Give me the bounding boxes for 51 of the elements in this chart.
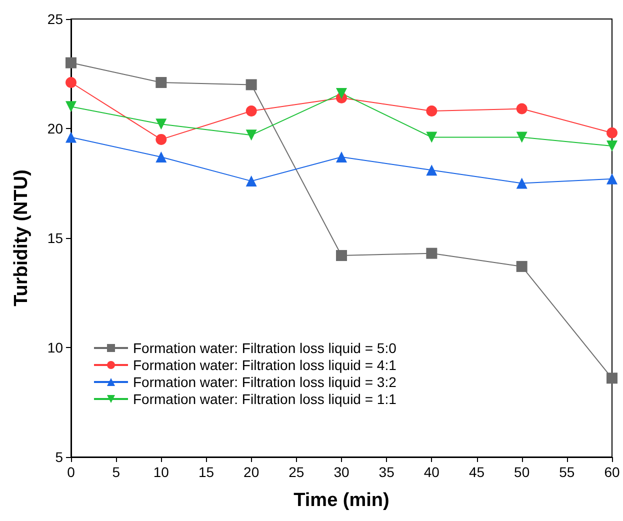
x-tick-label: 0 — [67, 464, 76, 480]
x-tick-label: 50 — [514, 464, 530, 480]
x-tick-label: 45 — [468, 464, 485, 480]
point — [246, 105, 257, 116]
point — [66, 101, 76, 112]
x-tick-label: 30 — [334, 464, 350, 480]
point — [606, 127, 618, 138]
point — [516, 132, 528, 143]
y-tick-label: 5 — [55, 449, 64, 465]
point — [246, 130, 257, 141]
point — [156, 151, 167, 162]
point — [336, 151, 347, 162]
legend-label: Formation water: Filtration loss liquid = 4:1 — [133, 357, 397, 373]
point — [426, 248, 438, 259]
point — [426, 132, 438, 143]
point — [246, 79, 257, 90]
x-tick-label: 55 — [559, 464, 575, 480]
point — [426, 105, 438, 116]
y-tick-label: 25 — [47, 11, 64, 27]
point — [246, 176, 257, 187]
x-tick-label: 20 — [244, 464, 260, 480]
x-tick-label: 25 — [288, 464, 304, 480]
x-tick-label: 15 — [198, 464, 214, 480]
x-tick-label: 10 — [153, 464, 170, 480]
point — [156, 118, 167, 130]
y-tick-label: 15 — [47, 230, 64, 246]
point — [426, 164, 438, 176]
point — [516, 260, 528, 272]
y-axis-title: Turbidity (NTU) — [11, 170, 32, 306]
legend-label: Formation water: Filtration loss liquid = 1:1 — [133, 391, 397, 407]
y-tick-label: 20 — [47, 120, 64, 136]
x-tick-label: 40 — [424, 464, 440, 480]
point — [66, 77, 76, 88]
point — [606, 173, 618, 184]
point — [156, 134, 167, 145]
point — [516, 103, 528, 114]
legend-label: Formation water: Filtration loss liquid = 5:0 — [133, 340, 397, 356]
x-tick-label: 60 — [604, 464, 620, 480]
x-axis-title: Time (min) — [294, 490, 390, 511]
point — [606, 372, 618, 384]
point — [516, 178, 528, 189]
x-tick-label: 35 — [378, 464, 395, 480]
point — [156, 77, 167, 88]
point — [336, 88, 347, 99]
point — [66, 57, 76, 68]
legend-label: Formation water: Filtration loss liquid = 3:2 — [133, 374, 397, 390]
point — [606, 140, 618, 152]
point — [336, 250, 347, 262]
y-tick-label: 10 — [47, 340, 64, 356]
point — [66, 132, 76, 143]
x-tick-label: 5 — [112, 464, 120, 480]
